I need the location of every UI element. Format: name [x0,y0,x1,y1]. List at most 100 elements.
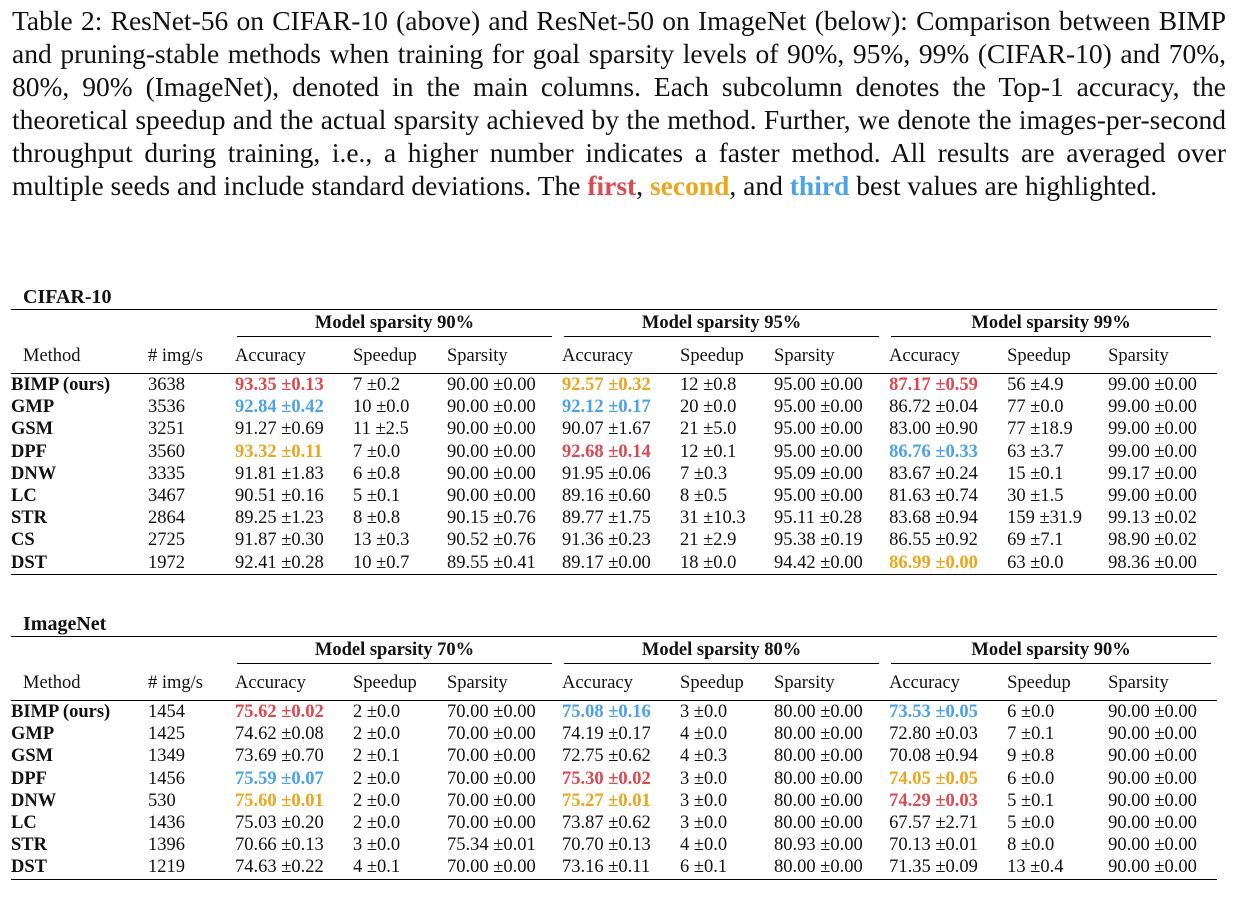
table-cell: 90.00 ±0.00 [447,441,536,462]
method-name: GSM [11,746,54,767]
table-cell: 90.00 ±0.00 [1108,835,1197,856]
table-cell: 90.00 ±0.00 [1104,856,1218,880]
column-header: Method [23,346,81,366]
table-cell: 91.95 ±0.06 [562,463,651,484]
table-cell: 3 ±0.0 [676,700,771,724]
table-row: GSM 1349 73.69 ±0.70 2 ±0.1 70.00 ±0.00 72.75… [11,745,1217,767]
column-header: Sparsity [1108,673,1169,693]
table-cell: 3251 [148,419,185,440]
table-row: LC 3467 90.51 ±0.16 5 ±0.1 90.00 ±0.00 89.16 … [11,485,1217,507]
table-cell: 99.00 ±0.00 [1108,486,1197,507]
table-cell: 530 [148,790,176,811]
table-cell: 3638 [144,373,231,397]
table-cell: 75.08 ±0.16 [558,700,677,724]
table-cell: 90.00 ±0.00 [1108,790,1197,811]
table-cell: 91.27 ±0.69 [235,419,324,440]
table-cell: 90.00 ±0.00 [1108,746,1197,767]
table-cell: 5 ±0.1 [1007,790,1055,811]
table-cell: 75.30 ±0.02 [562,768,651,789]
table-cell: 75.34 ±0.01 [447,835,536,856]
column-header: Accuracy [562,346,633,366]
sparsity-group-label: Model sparsity 80% [564,640,880,664]
column-header: Speedup [680,673,744,693]
caption-tail: best values are highlighted. [849,170,1158,201]
table-cell: 80.93 ±0.00 [774,835,863,856]
table-row: DNW 530 75.60 ±0.01 2 ±0.0 70.00 ±0.00 75.27 … [11,790,1217,812]
table-cell: 1972 [144,551,231,575]
table-cell: 77 ±0.0 [1007,397,1064,418]
table-cell: 80.00 ±0.00 [770,700,886,724]
table-cell: 90.00 ±0.00 [447,419,536,440]
table-cell: 2 ±0.0 [353,768,401,789]
table-cell: 73.16 ±0.11 [558,856,677,880]
table-cell: 70.66 ±0.13 [235,835,324,856]
table-cell: 5 ±0.1 [353,486,401,507]
table-cell: 4 ±0.0 [680,835,728,856]
table-cell: 18 ±0.0 [676,551,771,575]
table-cell: 1425 [148,724,185,745]
table-cell: 1396 [148,835,185,856]
table-cell: 80.00 ±0.00 [774,768,863,789]
column-header: Speedup [1007,346,1071,366]
table-cell: 91.36 ±0.23 [562,530,651,551]
imagenet-section: ImageNet Model sparsity 70% Model sparsity… [11,612,1218,880]
sparsity-group-header: Model sparsity 80% [558,636,886,667]
table-cell: 69 ±7.1 [1007,530,1064,551]
method-name: LC [11,813,37,834]
table-cell: 89.25 ±1.23 [235,508,324,529]
table-row: DST 1219 74.63 ±0.22 4 ±0.1 70.00 ±0.00 73.16… [11,856,1218,880]
table-cell: 99.00 ±0.00 [1104,373,1218,397]
column-header: Accuracy [235,673,306,693]
table-cell: 86.99 ±0.00 [885,551,1004,575]
table-cell: 20 ±0.0 [680,397,737,418]
table-cell: 1454 [144,700,231,724]
table-cell: 70.13 ±0.01 [889,835,978,856]
table-cell: 9 ±0.8 [1007,746,1055,767]
caption-and: , and [729,170,790,201]
column-header: Speedup [353,346,417,366]
table-cell: 75.27 ±0.01 [562,790,651,811]
table-cell: 90.00 ±0.00 [1104,700,1218,724]
method-name: DPF [11,441,47,462]
imagenet-table-title: ImageNet [23,613,107,635]
table-cell: 1349 [148,746,185,767]
table-cell: 2 ±0.0 [349,700,443,724]
table-cell: 6 ±0.0 [1007,768,1055,789]
column-header: Speedup [680,346,744,366]
table-cell: 159 ±31.9 [1007,508,1082,529]
table-caption: Table 2: ResNet-56 on CIFAR-10 (above) a… [12,4,1226,202]
table-cell: 89.77 ±1.75 [562,508,651,529]
cifar10-table-title: CIFAR-10 [23,286,112,308]
table-cell: 70.08 ±0.94 [889,746,978,767]
table-cell: 2 ±0.1 [353,746,401,767]
table-cell: 99.17 ±0.00 [1108,463,1197,484]
table-cell: 75.03 ±0.20 [235,813,324,834]
table-cell: 90.51 ±0.16 [235,486,324,507]
table-row: DST 1972 92.41 ±0.28 10 ±0.7 89.55 ±0.41 89.1… [11,551,1218,575]
sparsity-group-label: Model sparsity 70% [237,640,553,664]
table-cell: 80.00 ±0.00 [774,813,863,834]
table-cell: 3467 [148,486,185,507]
table-cell: 3560 [148,441,185,462]
table-cell: 93.32 ±0.11 [235,441,323,462]
table-cell: 8 ±0.5 [680,486,728,507]
table-cell: 13 ±0.3 [353,530,410,551]
table-cell: 95.00 ±0.00 [774,486,863,507]
caption-third-label: third [789,170,850,201]
table-cell: 4 ±0.0 [680,724,728,745]
column-header: Accuracy [235,346,306,366]
sparsity-group-label: Model sparsity 95% [564,313,880,337]
method-name: GSM [11,419,54,440]
table-cell: 1219 [144,856,231,880]
table-cell: 89.17 ±0.00 [558,551,677,575]
table-cell: 71.35 ±0.09 [885,856,1004,880]
table-cell: 70.00 ±0.00 [443,700,559,724]
table-cell: 95.00 ±0.00 [770,373,886,397]
method-name: STR [11,508,47,529]
table-cell: 70.00 ±0.00 [447,813,536,834]
table-cell: 7 ±0.1 [1007,724,1055,745]
table-cell: 92.12 ±0.17 [562,397,651,418]
table-cell: 5 ±0.0 [1007,813,1055,834]
table-cell: 1456 [148,768,185,789]
cifar10-results-table: Model sparsity 90% Model sparsity 95% Mode… [11,309,1218,575]
